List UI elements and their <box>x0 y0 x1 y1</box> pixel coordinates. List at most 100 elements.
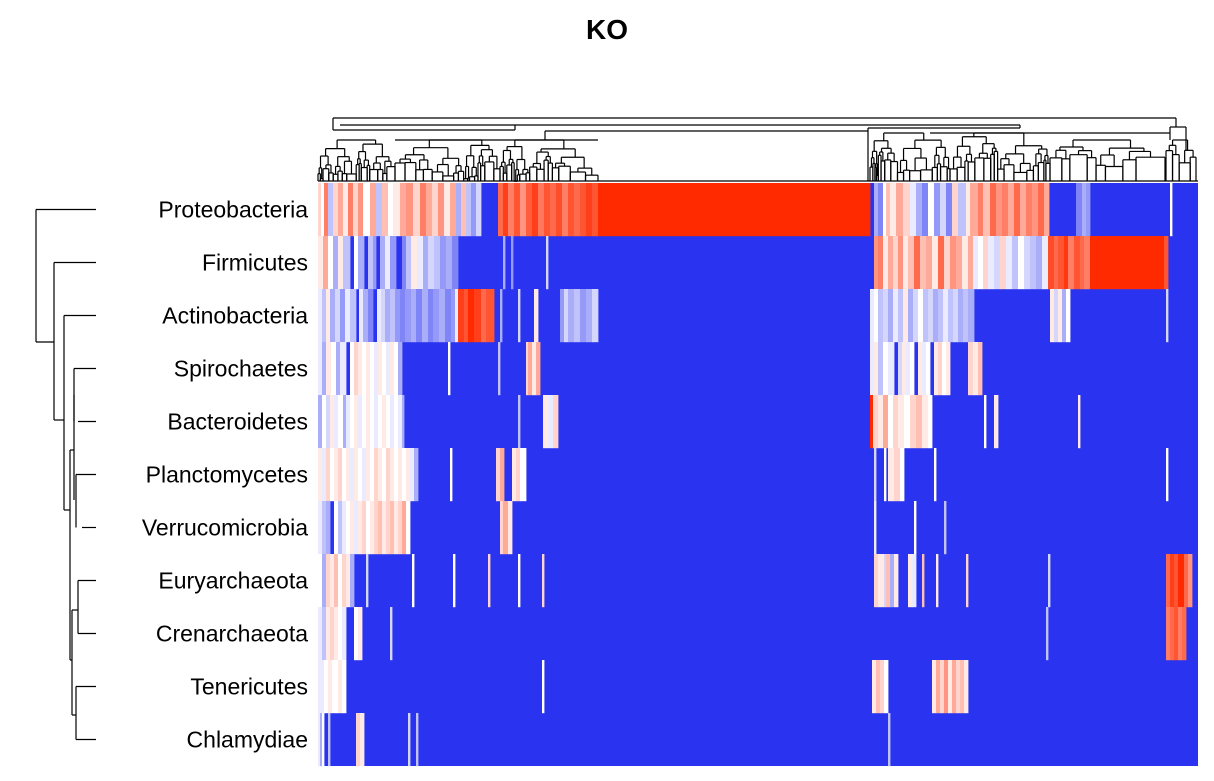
heatmap-cell <box>318 236 324 290</box>
heatmap-cell <box>878 289 884 343</box>
heatmap-cell <box>390 501 395 555</box>
heatmap-cell <box>983 183 991 237</box>
heatmap-cell <box>934 448 937 502</box>
heatmap-cell <box>1166 554 1171 608</box>
heatmap-cell <box>390 236 397 290</box>
heatmap-cell <box>503 236 506 290</box>
heatmap-cell <box>354 607 359 661</box>
heatmap-cell <box>910 395 917 449</box>
heatmap-cell <box>318 660 325 714</box>
heatmap-cell <box>952 183 959 237</box>
heatmap-cell <box>1074 236 1081 290</box>
heatmap-cell <box>1050 289 1055 343</box>
heatmap-cell <box>946 342 951 396</box>
heatmap-cell <box>1044 183 1050 237</box>
heatmap-cell <box>432 183 439 237</box>
heatmap-cell <box>550 183 557 237</box>
heatmap-cell <box>873 395 879 449</box>
heatmap-cell <box>918 342 923 396</box>
heatmap-cell <box>886 554 891 608</box>
heatmap-cell <box>903 183 911 237</box>
heatmap-cell <box>496 448 501 502</box>
heatmap-cell <box>318 342 323 396</box>
heatmap-cell <box>382 395 387 449</box>
heatmap-cell <box>511 236 514 290</box>
heatmap-cell <box>354 342 359 396</box>
heatmap-cell <box>498 342 501 396</box>
heatmap-cell <box>324 183 329 237</box>
heatmap-cell <box>883 342 889 396</box>
heatmap-cell <box>888 395 894 449</box>
heatmap-cell <box>872 660 877 714</box>
heatmap-cell <box>338 236 344 290</box>
row-label: Tenericutes <box>190 674 308 700</box>
heatmap-cell <box>343 183 349 237</box>
heatmap-cell <box>354 501 359 555</box>
heatmap-cell <box>333 183 339 237</box>
heatmap-cell <box>402 501 407 555</box>
heatmap-cell <box>1178 554 1185 608</box>
row-label: Verrucomicrobia <box>142 515 308 541</box>
heatmap-cell <box>503 501 509 555</box>
heatmap-cell <box>893 236 899 290</box>
heatmap-cell <box>350 289 357 343</box>
heatmap-cell <box>400 183 407 237</box>
heatmap-cell <box>500 289 503 343</box>
heatmap-cell <box>356 713 361 767</box>
heatmap-cell <box>386 501 391 555</box>
heatmap-cell <box>363 183 371 237</box>
heatmap-cell <box>1084 236 1091 290</box>
heatmap-cell <box>1182 607 1187 661</box>
heatmap-cell <box>322 395 327 449</box>
heatmap-cell <box>586 183 593 237</box>
heatmap-cell <box>928 395 933 449</box>
heatmap-cell <box>402 236 407 290</box>
heatmap-cell <box>574 289 581 343</box>
heatmap-cell <box>956 236 963 290</box>
heatmap-cell <box>928 183 935 237</box>
heatmap-cell <box>374 395 379 449</box>
heatmap-cell <box>388 183 394 237</box>
heatmap-cell <box>544 183 551 237</box>
heatmap-cell <box>970 183 979 237</box>
heatmap-cell <box>914 501 917 555</box>
heatmap-cell <box>898 342 903 396</box>
heatmap-cell <box>450 183 457 237</box>
heatmap-cell <box>914 236 921 290</box>
heatmap-cell <box>562 183 569 237</box>
heatmap-cell <box>416 289 423 343</box>
heatmap-cell <box>894 448 901 502</box>
heatmap-cell <box>580 183 587 237</box>
heatmap-cell <box>564 289 569 343</box>
heatmap-cell <box>370 183 377 237</box>
heatmap-cell <box>422 289 429 343</box>
heatmap-cell <box>358 342 363 396</box>
heatmap-cell <box>1178 607 1183 661</box>
heatmap-cell <box>345 289 351 343</box>
row-labels: Proteobacteria Firmicutes Actinobacteria Sp… <box>142 197 308 753</box>
heatmap-cell <box>338 395 344 449</box>
heatmap-cell <box>888 289 894 343</box>
heatmap-cell <box>874 183 879 237</box>
heatmap-cell <box>878 395 884 449</box>
heatmap-cell <box>338 660 343 714</box>
heatmap-cell <box>451 289 456 343</box>
heatmap-cell <box>322 554 327 608</box>
heatmap-cell <box>968 342 974 396</box>
heatmap-cell <box>1068 236 1075 290</box>
heatmap-cell <box>390 342 395 396</box>
heatmap-cell <box>322 448 327 502</box>
heatmap-cell <box>528 342 533 396</box>
heatmap-cell <box>960 660 965 714</box>
row-label: Crenarchaeota <box>156 621 308 647</box>
heatmap-cell <box>548 395 554 449</box>
heatmap-cell <box>1078 395 1081 449</box>
heatmap-cell <box>1166 289 1169 343</box>
heatmap-cell <box>874 554 879 608</box>
heatmap-cell <box>331 342 337 396</box>
heatmap-cell <box>330 395 335 449</box>
heatmap-cell <box>973 236 979 290</box>
heatmap-cell <box>481 289 487 343</box>
heatmap-cell <box>318 395 323 449</box>
heatmap-cell <box>874 448 877 502</box>
